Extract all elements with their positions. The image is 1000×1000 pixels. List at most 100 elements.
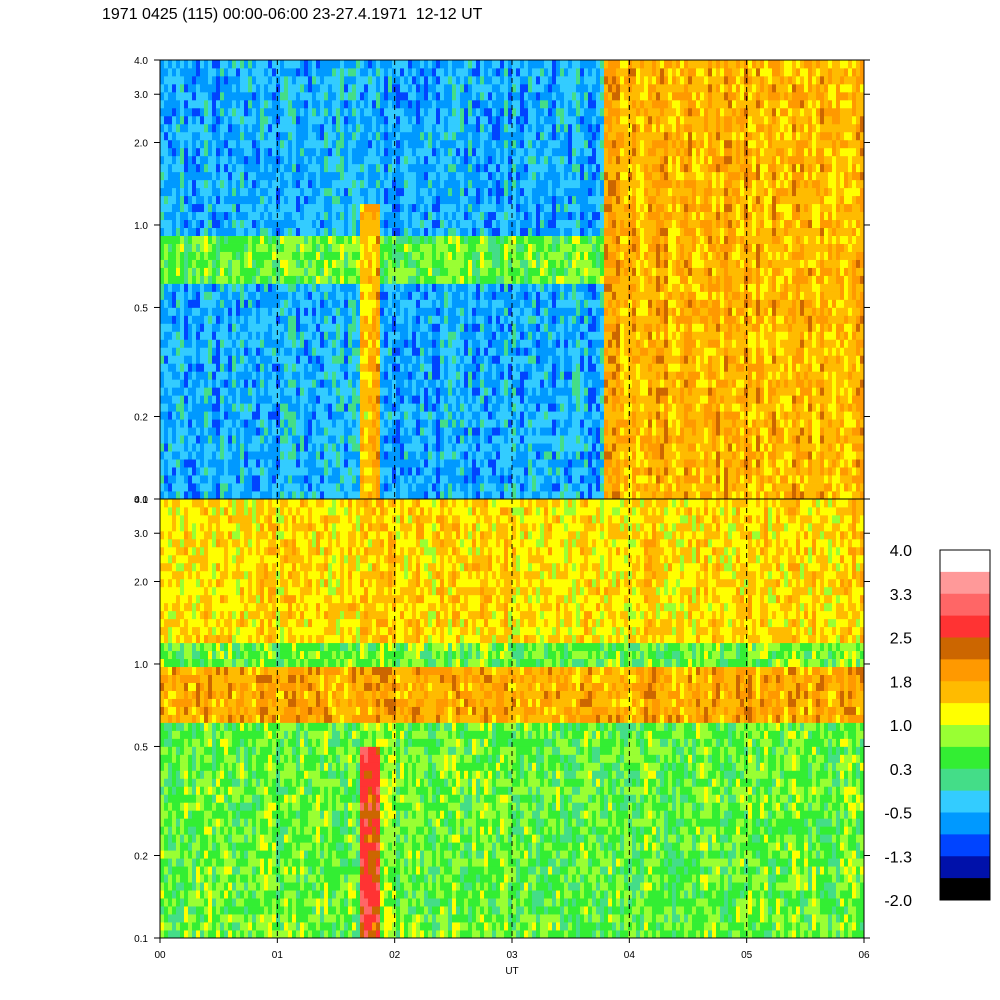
heatmap-cell	[468, 107, 473, 117]
heatmap-cell	[240, 443, 245, 452]
heatmap-cell	[236, 75, 241, 85]
heatmap-cell	[500, 75, 505, 85]
heatmap-cell	[432, 267, 437, 276]
heatmap-cell	[276, 139, 281, 149]
heatmap-cell	[260, 195, 265, 205]
heatmap-cell	[292, 91, 297, 101]
heatmap-cell	[208, 187, 213, 197]
heatmap-cell	[408, 483, 413, 492]
heatmap-cell	[172, 107, 177, 117]
heatmap-cell	[208, 219, 213, 229]
heatmap-cell	[344, 419, 349, 428]
heatmap-cell	[160, 99, 165, 109]
heatmap-cell	[164, 435, 169, 444]
heatmap-cell	[224, 467, 229, 476]
heatmap-cell	[304, 179, 309, 189]
heatmap-cell	[252, 147, 257, 157]
heatmap-cell	[380, 267, 385, 276]
heatmap-cell	[408, 203, 413, 213]
heatmap-cell	[512, 283, 517, 292]
heatmap-cell	[380, 179, 385, 189]
heatmap-cell	[196, 483, 201, 492]
heatmap-cell	[320, 91, 325, 101]
heatmap-cell	[292, 203, 297, 213]
heatmap-cell	[488, 283, 493, 292]
heatmap-cell	[296, 83, 301, 93]
heatmap-cell	[520, 347, 525, 356]
heatmap-cell	[504, 147, 509, 157]
heatmap-cell	[444, 179, 449, 189]
heatmap-cell	[512, 459, 517, 468]
heatmap-cell	[464, 155, 469, 165]
heatmap-cell	[172, 275, 177, 284]
heatmap-cell	[408, 395, 413, 404]
heatmap-cell	[440, 195, 445, 205]
heatmap-cell	[316, 163, 321, 173]
heatmap-cell	[204, 195, 209, 205]
heatmap-cell	[492, 379, 497, 388]
heatmap-cell	[504, 403, 509, 412]
heatmap-cell	[368, 259, 373, 268]
heatmap-cell	[412, 83, 417, 93]
heatmap-cell	[488, 267, 493, 276]
heatmap-cell	[164, 427, 169, 436]
heatmap-cell	[492, 419, 497, 428]
heatmap-cell	[224, 283, 229, 292]
heatmap-cell	[380, 467, 385, 476]
heatmap-cell	[496, 307, 501, 316]
heatmap-cell	[184, 451, 189, 460]
heatmap-cell	[220, 83, 225, 93]
heatmap-cell	[520, 267, 525, 276]
heatmap-cell	[432, 467, 437, 476]
heatmap-cell	[488, 363, 493, 372]
heatmap-cell	[420, 323, 425, 332]
heatmap-cell	[468, 203, 473, 213]
heatmap-cell	[312, 203, 317, 213]
heatmap-cell	[216, 299, 221, 308]
heatmap-cell	[420, 299, 425, 308]
heatmap-cell	[320, 195, 325, 205]
heatmap-cell	[360, 267, 365, 276]
heatmap-cell	[236, 203, 241, 213]
heatmap-cell	[208, 131, 213, 141]
heatmap-cell	[260, 219, 265, 229]
heatmap-cell	[416, 163, 421, 173]
heatmap-cell	[328, 483, 333, 492]
heatmap-cell	[332, 211, 337, 221]
heatmap-cell	[392, 259, 397, 268]
heatmap-cell	[440, 107, 445, 117]
heatmap-cell	[348, 459, 353, 468]
heatmap-cell	[300, 107, 305, 117]
heatmap-cell	[452, 211, 457, 221]
heatmap-cell	[224, 219, 229, 229]
heatmap-cell	[188, 171, 193, 181]
heatmap-cell	[292, 411, 297, 420]
heatmap-cell	[332, 91, 337, 101]
heatmap-cell	[284, 371, 289, 380]
heatmap-cell	[400, 435, 405, 444]
heatmap-cell	[284, 107, 289, 117]
heatmap-cell	[308, 387, 313, 396]
heatmap-cell	[484, 75, 489, 85]
heatmap-cell	[412, 427, 417, 436]
heatmap-cell	[492, 307, 497, 316]
heatmap-cell	[344, 379, 349, 388]
heatmap-cell	[400, 60, 405, 69]
heatmap-cell	[456, 251, 461, 260]
heatmap-cell	[212, 395, 217, 404]
heatmap-cell	[504, 235, 509, 244]
heatmap-cell	[232, 171, 237, 181]
heatmap-cell	[476, 107, 481, 117]
heatmap-cell	[488, 451, 493, 460]
heatmap-cell	[212, 235, 217, 244]
heatmap-cell	[232, 67, 237, 77]
heatmap-cell	[268, 443, 273, 452]
heatmap-cell	[232, 419, 237, 428]
heatmap-cell	[468, 251, 473, 260]
heatmap-cell	[440, 203, 445, 213]
heatmap-cell	[456, 155, 461, 165]
heatmap-cell	[160, 131, 165, 141]
heatmap-cell	[448, 339, 453, 348]
heatmap-cell	[204, 171, 209, 181]
heatmap-cell	[496, 203, 501, 213]
